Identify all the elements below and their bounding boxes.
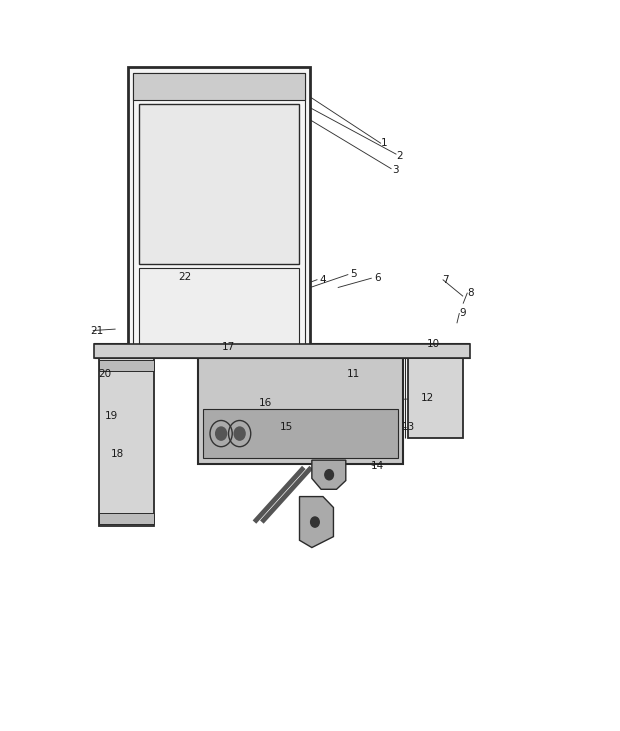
Circle shape [234,426,246,441]
Text: 14: 14 [371,461,384,471]
Text: 17: 17 [222,342,235,352]
Text: 12: 12 [420,393,434,404]
Text: 11: 11 [347,369,360,379]
Text: 19: 19 [105,412,118,422]
Bar [128,67,310,351]
Text: 21: 21 [91,325,104,336]
Bar [139,268,299,345]
Circle shape [325,469,334,480]
Bar [99,358,154,526]
Text: 2: 2 [396,151,403,161]
Polygon shape [299,496,334,548]
Bar [198,358,402,463]
Bar [139,104,299,265]
Text: 15: 15 [280,423,293,433]
Text: 6: 6 [374,273,381,283]
Text: 16: 16 [259,398,272,409]
Text: 18: 18 [111,450,124,459]
Text: 8: 8 [467,288,474,298]
Text: 7: 7 [443,275,449,284]
Polygon shape [312,461,346,489]
Polygon shape [94,344,471,358]
Bar [99,360,154,371]
Text: 22: 22 [179,272,192,281]
Bar [407,358,463,439]
Bar [203,409,397,458]
Text: 4: 4 [319,275,326,284]
Text: 10: 10 [427,338,440,349]
Bar [133,73,305,100]
Text: 3: 3 [392,165,399,175]
Bar [133,73,305,345]
Bar [99,512,154,524]
Text: 13: 13 [402,423,415,433]
Text: 5: 5 [350,270,356,279]
Text: 9: 9 [460,308,466,318]
Circle shape [311,517,319,527]
Circle shape [215,426,228,441]
Text: 20: 20 [99,369,112,379]
Text: 1: 1 [381,138,388,148]
